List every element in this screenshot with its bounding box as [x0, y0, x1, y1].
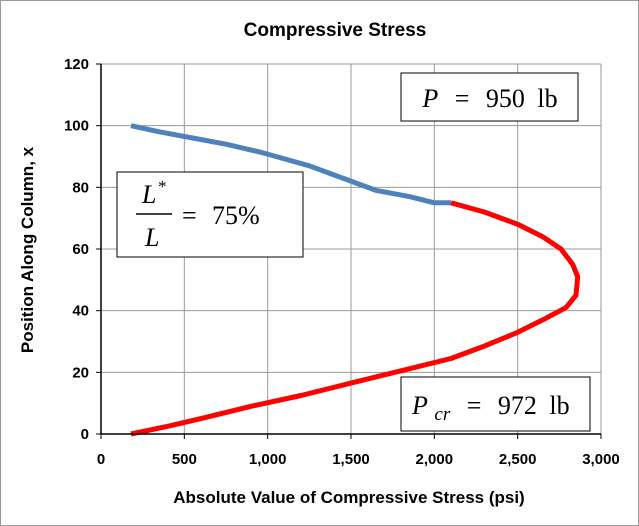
y-tick-label: 0: [81, 426, 89, 443]
tick-labels: 0 500 1,000 1,500 2,000 2,500 3,000 0 20 40 60 80 10…: [64, 56, 620, 468]
ratio-numerator: L: [141, 180, 156, 209]
axes: [96, 63, 602, 439]
x-tick-label: 0: [97, 451, 105, 468]
ratio-annotation: L * L = 75%: [116, 171, 304, 258]
x-tick-label: 2,000: [416, 451, 454, 468]
load-annotation-box: [400, 72, 579, 122]
ratio-superscript: *: [158, 177, 167, 196]
x-tick-label: 500: [172, 451, 197, 468]
y-tick-label: 120: [64, 56, 89, 73]
x-tick-label: 2,500: [499, 451, 537, 468]
load-symbol: P: [421, 84, 438, 113]
y-tick-label: 40: [72, 303, 89, 320]
ratio-value: 75%: [212, 201, 260, 230]
svg-text:P = 950 lb: P = 950 lb: [421, 84, 557, 113]
critical-subscript: cr: [434, 404, 450, 425]
y-tick-label: 80: [72, 179, 89, 196]
y-tick-label: 100: [64, 118, 89, 135]
x-axis-title: Absolute Value of Compressive Stress (ps…: [173, 488, 524, 507]
series-line-2: [130, 200, 581, 437]
critical-equals: =: [467, 391, 482, 420]
chart-title: Compressive Stress: [244, 20, 427, 41]
load-value: 950: [486, 84, 525, 113]
x-tick-label: 1,500: [332, 451, 370, 468]
x-tick-label: 3,000: [582, 451, 620, 468]
critical-load-annotation: P cr = 972 lb: [400, 376, 591, 432]
critical-value: 972: [498, 391, 537, 420]
x-tick-label: 1,000: [249, 451, 287, 468]
ratio-equals: =: [182, 201, 197, 230]
svg-text:P cr = 972: P cr = 972 lb: [411, 391, 570, 426]
ratio-denominator: L: [144, 223, 159, 252]
critical-load-annotation-box: [400, 376, 591, 432]
load-equals: =: [455, 84, 470, 113]
load-annotation: P = 950 lb: [400, 72, 579, 122]
y-tick-label: 60: [72, 241, 89, 258]
y-axis-title: Position Along Column, x: [18, 146, 37, 353]
series-layer: [130, 123, 581, 437]
load-unit: lb: [537, 84, 557, 113]
critical-unit: lb: [549, 391, 569, 420]
series-line-1: [130, 123, 451, 206]
y-tick-label: 20: [72, 364, 89, 381]
critical-symbol: P: [411, 391, 428, 420]
